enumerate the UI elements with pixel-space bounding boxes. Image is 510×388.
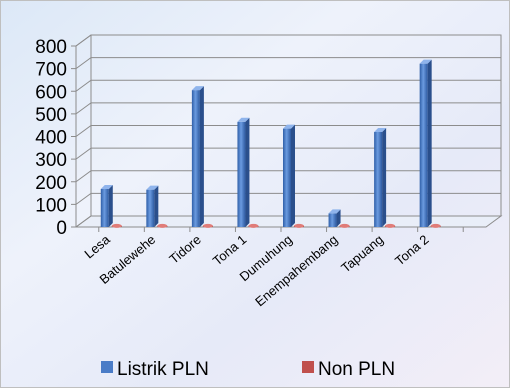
legend: Listrik PLN Non PLN [101, 359, 395, 380]
gridline-100 [75, 192, 501, 205]
bar-listrik-pln-4 [283, 124, 295, 227]
gridline-300 [75, 147, 501, 160]
y-tick-label-300: 300 [35, 150, 67, 171]
bar-non-pln-0 [111, 223, 122, 228]
bar-non-pln-4 [294, 223, 304, 228]
bar-listrik-pln-5-front [328, 213, 337, 227]
bar-listrik-pln-3-top [237, 117, 250, 122]
bar-listrik-pln-3-front [237, 121, 246, 227]
bar-listrik-pln-4-top [283, 124, 295, 129]
bar-listrik-pln-4-side [291, 124, 295, 227]
bar-listrik-pln-3-side [245, 117, 250, 227]
bar-non-pln-3 [248, 223, 259, 228]
y-tick-label-500: 500 [35, 105, 67, 126]
bar-non-pln-7 [430, 223, 441, 228]
bar-listrik-pln-6-top [374, 127, 387, 132]
bar-listrik-pln-5-top [328, 209, 341, 214]
bar-listrik-pln-2-front [191, 90, 200, 228]
y-tick-label-600: 600 [35, 82, 67, 103]
legend-label-1: Non PLN [318, 359, 395, 380]
bar-listrik-pln-7-side [427, 59, 432, 228]
bar-non-pln-1 [157, 223, 168, 228]
bar-listrik-pln-1-side [154, 185, 159, 227]
bar-listrik-pln-0-side [108, 184, 113, 227]
gridline-600 [75, 79, 501, 92]
bar-listrik-pln-0-front [100, 188, 109, 227]
bar-listrik-pln-5 [328, 209, 341, 227]
bar-non-pln-6 [385, 223, 396, 228]
bar-listrik-pln-6 [374, 127, 387, 227]
y-tick-label-700: 700 [35, 60, 67, 81]
bar-listrik-pln-2-top [191, 86, 204, 91]
gridline-500 [75, 102, 501, 115]
gridline-400 [75, 125, 501, 137]
bar-non-pln-3-cap [248, 223, 259, 228]
legend-swatch-0 [101, 361, 113, 373]
bar-non-pln-5-cap [339, 223, 350, 228]
y-tick-label-0: 0 [56, 218, 67, 239]
y-axis-line [75, 34, 92, 227]
bar-listrik-pln-7 [419, 59, 432, 228]
bar-listrik-pln-0 [100, 184, 113, 227]
bar-non-pln-4-cap [294, 223, 304, 228]
bar-listrik-pln-2 [191, 86, 204, 228]
legend-swatch-1 [302, 361, 314, 373]
bar-non-pln-0-cap [111, 223, 122, 228]
bar-listrik-pln-6-side [382, 127, 387, 227]
bar-listrik-pln-7-top [419, 59, 432, 64]
bar-non-pln-2-cap [202, 223, 213, 228]
y-tick-label-100: 100 [35, 195, 67, 216]
y-tick-label-800: 800 [35, 37, 67, 58]
bar-listrik-pln-1-top [146, 185, 159, 190]
bar-non-pln-6-cap [385, 223, 396, 228]
bar-listrik-pln-4-front [283, 128, 291, 227]
bar-non-pln-1-cap [157, 223, 168, 228]
bar-listrik-pln-5-side [336, 209, 341, 227]
bar-non-pln-7-cap [430, 223, 441, 228]
bar-non-pln-2 [202, 223, 213, 228]
bar-non-pln-5 [339, 223, 350, 228]
gridline-700 [75, 57, 501, 70]
bar-listrik-pln-3 [237, 117, 250, 227]
bar-listrik-pln-6-front [374, 131, 383, 227]
bar-listrik-pln-2-side [199, 86, 204, 228]
bar-listrik-pln-1-front [146, 189, 155, 227]
gridline-200 [75, 170, 501, 183]
bar-listrik-pln-7-front [419, 63, 428, 228]
gridline-0 [75, 215, 501, 228]
bar-listrik-pln-1 [146, 185, 159, 227]
y-tick-label-400: 400 [35, 128, 67, 149]
y-tick-label-200: 200 [35, 173, 67, 194]
bar-listrik-pln-0-top [100, 184, 113, 189]
legend-label-0: Listrik PLN [117, 359, 209, 380]
